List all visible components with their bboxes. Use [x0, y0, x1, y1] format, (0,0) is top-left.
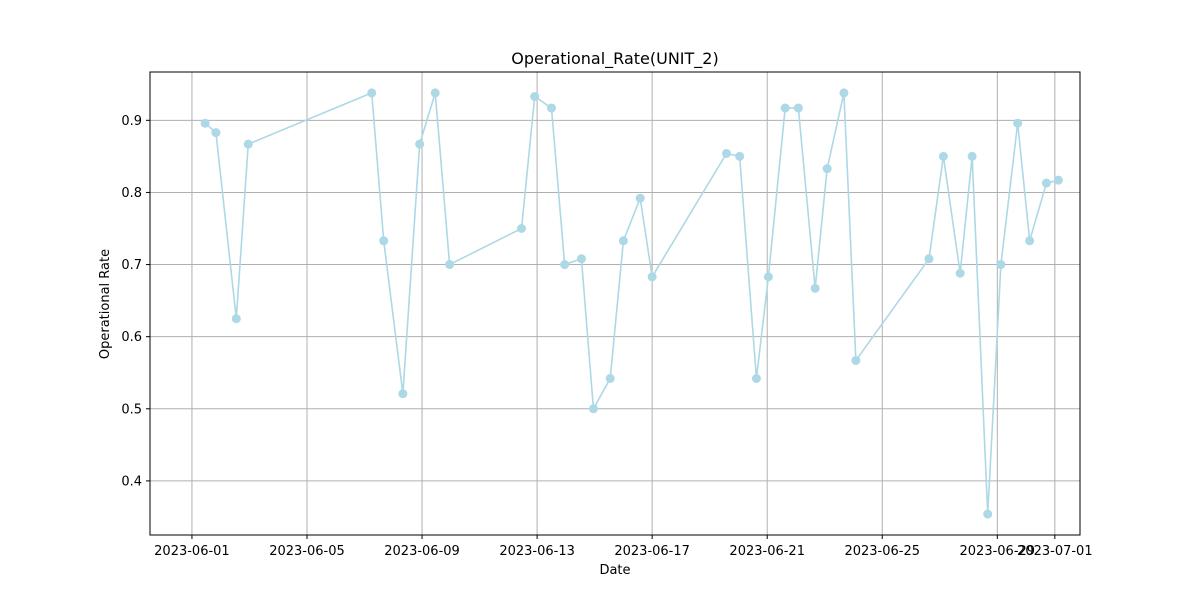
data-point [546, 103, 556, 113]
x-tick-label: 2023-06-13 [499, 544, 575, 559]
x-tick-label: 2023-06-21 [729, 544, 805, 559]
data-point [996, 260, 1006, 270]
data-point [576, 254, 586, 264]
data-point [588, 404, 598, 414]
data-point [430, 88, 440, 98]
chart-title: Operational_Rate(UNIT_2) [511, 49, 718, 69]
data-point [1041, 178, 1051, 188]
data-point [924, 254, 934, 264]
y-tick-label: 0.6 [121, 330, 142, 345]
data-point [839, 88, 849, 98]
data-point [763, 272, 773, 282]
data-point [1013, 118, 1023, 128]
data-point [398, 389, 408, 399]
x-tick-label: 2023-06-29 [960, 544, 1036, 559]
data-point [851, 355, 861, 365]
data-point [415, 139, 425, 149]
data-point [938, 151, 948, 161]
grid-layer [150, 72, 1080, 535]
data-point [231, 314, 241, 324]
series-line-layer [204, 92, 1059, 515]
y-tick-label: 0.7 [121, 258, 142, 273]
y-tick-label: 0.4 [121, 474, 142, 489]
plot-area-frame [149, 71, 1081, 536]
data-point [735, 151, 745, 161]
data-point [647, 272, 657, 282]
data-point [605, 374, 615, 383]
data-point [983, 509, 993, 519]
data-point [793, 103, 803, 113]
data-point [379, 236, 389, 246]
tick-layer: 2023-06-01 2023-06-05 2023-06-09 2023-06-13… [121, 114, 1092, 559]
data-point [367, 88, 377, 98]
x-axis-label: Date [599, 563, 630, 578]
data-point [445, 260, 455, 270]
data-point [560, 260, 570, 270]
marker-layer [200, 88, 1063, 519]
data-point [517, 224, 527, 233]
data-point [780, 103, 790, 113]
y-tick-label: 0.8 [121, 186, 142, 201]
data-point [530, 92, 540, 102]
data-point [635, 193, 645, 203]
data-point [1053, 175, 1063, 185]
data-point [955, 268, 965, 278]
data-point [1025, 236, 1035, 246]
x-tick-label: 2023-06-17 [614, 544, 690, 559]
data-point [211, 128, 221, 138]
y-tick-label: 0.5 [121, 402, 142, 417]
y-tick-label: 0.9 [121, 114, 142, 129]
data-point [200, 118, 210, 128]
x-tick-label: 2023-07-01 [1017, 544, 1093, 559]
data-point [618, 236, 628, 246]
data-point [243, 139, 253, 149]
data-point [721, 148, 731, 158]
data-point [967, 151, 977, 161]
x-tick-label: 2023-06-05 [269, 544, 345, 559]
data-point [810, 283, 820, 293]
x-tick-label: 2023-06-01 [154, 544, 230, 559]
series-line [204, 92, 1059, 515]
data-point [822, 164, 832, 174]
x-tick-label: 2023-06-25 [844, 544, 920, 559]
data-point [751, 374, 761, 383]
x-tick-label: 2023-06-09 [384, 544, 460, 559]
y-axis-label: Operational Rate [98, 249, 113, 359]
